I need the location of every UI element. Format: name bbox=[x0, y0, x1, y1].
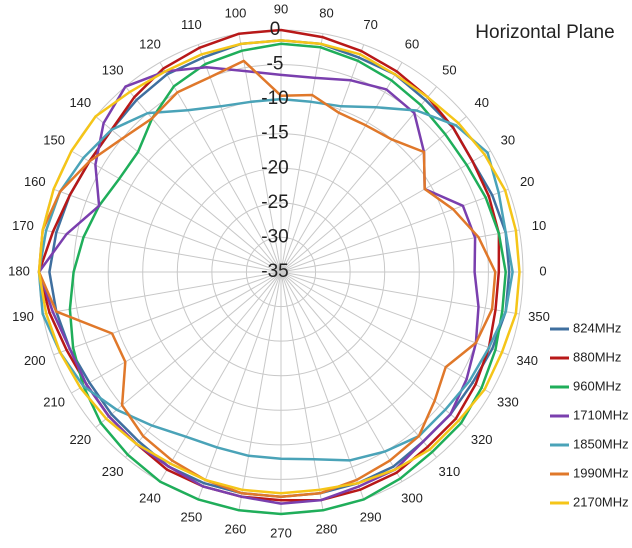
angle-label: 350 bbox=[528, 309, 550, 324]
angle-label: 100 bbox=[225, 5, 247, 20]
angle-label: 70 bbox=[363, 17, 377, 32]
grid-spoke bbox=[280, 188, 509, 273]
angle-label: 170 bbox=[12, 218, 34, 233]
legend-label: 2170MHz bbox=[573, 494, 629, 509]
angle-label: 240 bbox=[139, 490, 161, 505]
grid-spoke bbox=[280, 116, 467, 273]
angle-label: 40 bbox=[474, 95, 488, 110]
angle-label: 220 bbox=[69, 432, 91, 447]
grid-spoke bbox=[159, 271, 282, 482]
r-tick-label: -10 bbox=[261, 88, 288, 109]
angle-label: 90 bbox=[274, 1, 288, 16]
grid-spoke bbox=[95, 271, 282, 428]
r-tick-label: 0 bbox=[270, 19, 281, 40]
grid-spoke bbox=[197, 271, 282, 500]
grid-spoke bbox=[280, 62, 403, 273]
series-line bbox=[37, 39, 521, 495]
angle-label: 190 bbox=[12, 309, 34, 324]
legend-label: 1710MHz bbox=[573, 407, 629, 422]
r-tick-label: -35 bbox=[261, 261, 288, 282]
angle-label: 260 bbox=[225, 521, 247, 536]
grid-spoke bbox=[280, 271, 491, 394]
angle-label: 110 bbox=[181, 17, 202, 32]
grid-spoke bbox=[238, 33, 282, 273]
angle-label: 150 bbox=[43, 132, 65, 147]
grid-spoke bbox=[280, 86, 437, 273]
angle-label: 50 bbox=[442, 63, 456, 78]
angle-label: 180 bbox=[8, 263, 30, 278]
angle-label: 270 bbox=[270, 525, 292, 540]
angle-label: 130 bbox=[102, 63, 124, 78]
grid-spoke bbox=[71, 271, 282, 394]
angle-label: 0 bbox=[539, 263, 546, 278]
grid-spoke bbox=[159, 62, 282, 273]
legend-label: 880MHz bbox=[573, 349, 621, 364]
grid-spoke bbox=[95, 116, 282, 273]
grid-spoke bbox=[197, 44, 282, 273]
legend-label: 1850MHz bbox=[573, 436, 629, 451]
r-tick-label: -5 bbox=[267, 54, 284, 75]
r-tick-label: -20 bbox=[261, 157, 288, 178]
legend-label: 960MHz bbox=[573, 378, 621, 393]
angle-label: 300 bbox=[401, 490, 423, 505]
angle-label: 140 bbox=[69, 95, 91, 110]
grid-spoke bbox=[280, 271, 324, 511]
angle-label: 280 bbox=[316, 521, 338, 536]
angle-label: 60 bbox=[405, 37, 419, 52]
grid-spoke bbox=[280, 33, 324, 273]
grid-spoke bbox=[42, 271, 282, 315]
angle-label: 320 bbox=[471, 432, 493, 447]
angle-label: 310 bbox=[439, 464, 461, 479]
r-tick-label: -15 bbox=[261, 123, 288, 144]
grid-spoke bbox=[280, 271, 437, 458]
angle-label: 20 bbox=[520, 174, 534, 189]
angle-label: 30 bbox=[501, 132, 515, 147]
angle-label: 340 bbox=[516, 353, 538, 368]
series-line bbox=[68, 42, 507, 516]
grid-spoke bbox=[53, 188, 282, 273]
r-tick-label: -25 bbox=[261, 192, 288, 213]
angle-label: 330 bbox=[497, 394, 519, 409]
r-tick-label: -30 bbox=[261, 226, 288, 247]
grid-spoke bbox=[238, 271, 282, 511]
angle-label: 290 bbox=[360, 510, 382, 525]
legend-label: 1990MHz bbox=[573, 465, 629, 480]
grid-spoke bbox=[280, 44, 365, 273]
grid-spoke bbox=[280, 150, 491, 273]
angle-label: 160 bbox=[24, 174, 46, 189]
chart-title: Horizontal Plane bbox=[475, 22, 614, 43]
grid-spoke bbox=[71, 150, 282, 273]
angle-label: 200 bbox=[24, 353, 46, 368]
legend-label: 824MHz bbox=[573, 320, 621, 335]
angle-label: 10 bbox=[532, 218, 546, 233]
angle-label: 120 bbox=[139, 37, 161, 52]
angle-label: 250 bbox=[181, 510, 203, 525]
angle-label: 80 bbox=[319, 5, 333, 20]
angle-label: 230 bbox=[102, 464, 124, 479]
grid-spoke bbox=[280, 271, 403, 482]
grid-spoke bbox=[280, 271, 509, 356]
grid-spoke bbox=[53, 271, 282, 356]
angle-label: 210 bbox=[43, 394, 65, 409]
